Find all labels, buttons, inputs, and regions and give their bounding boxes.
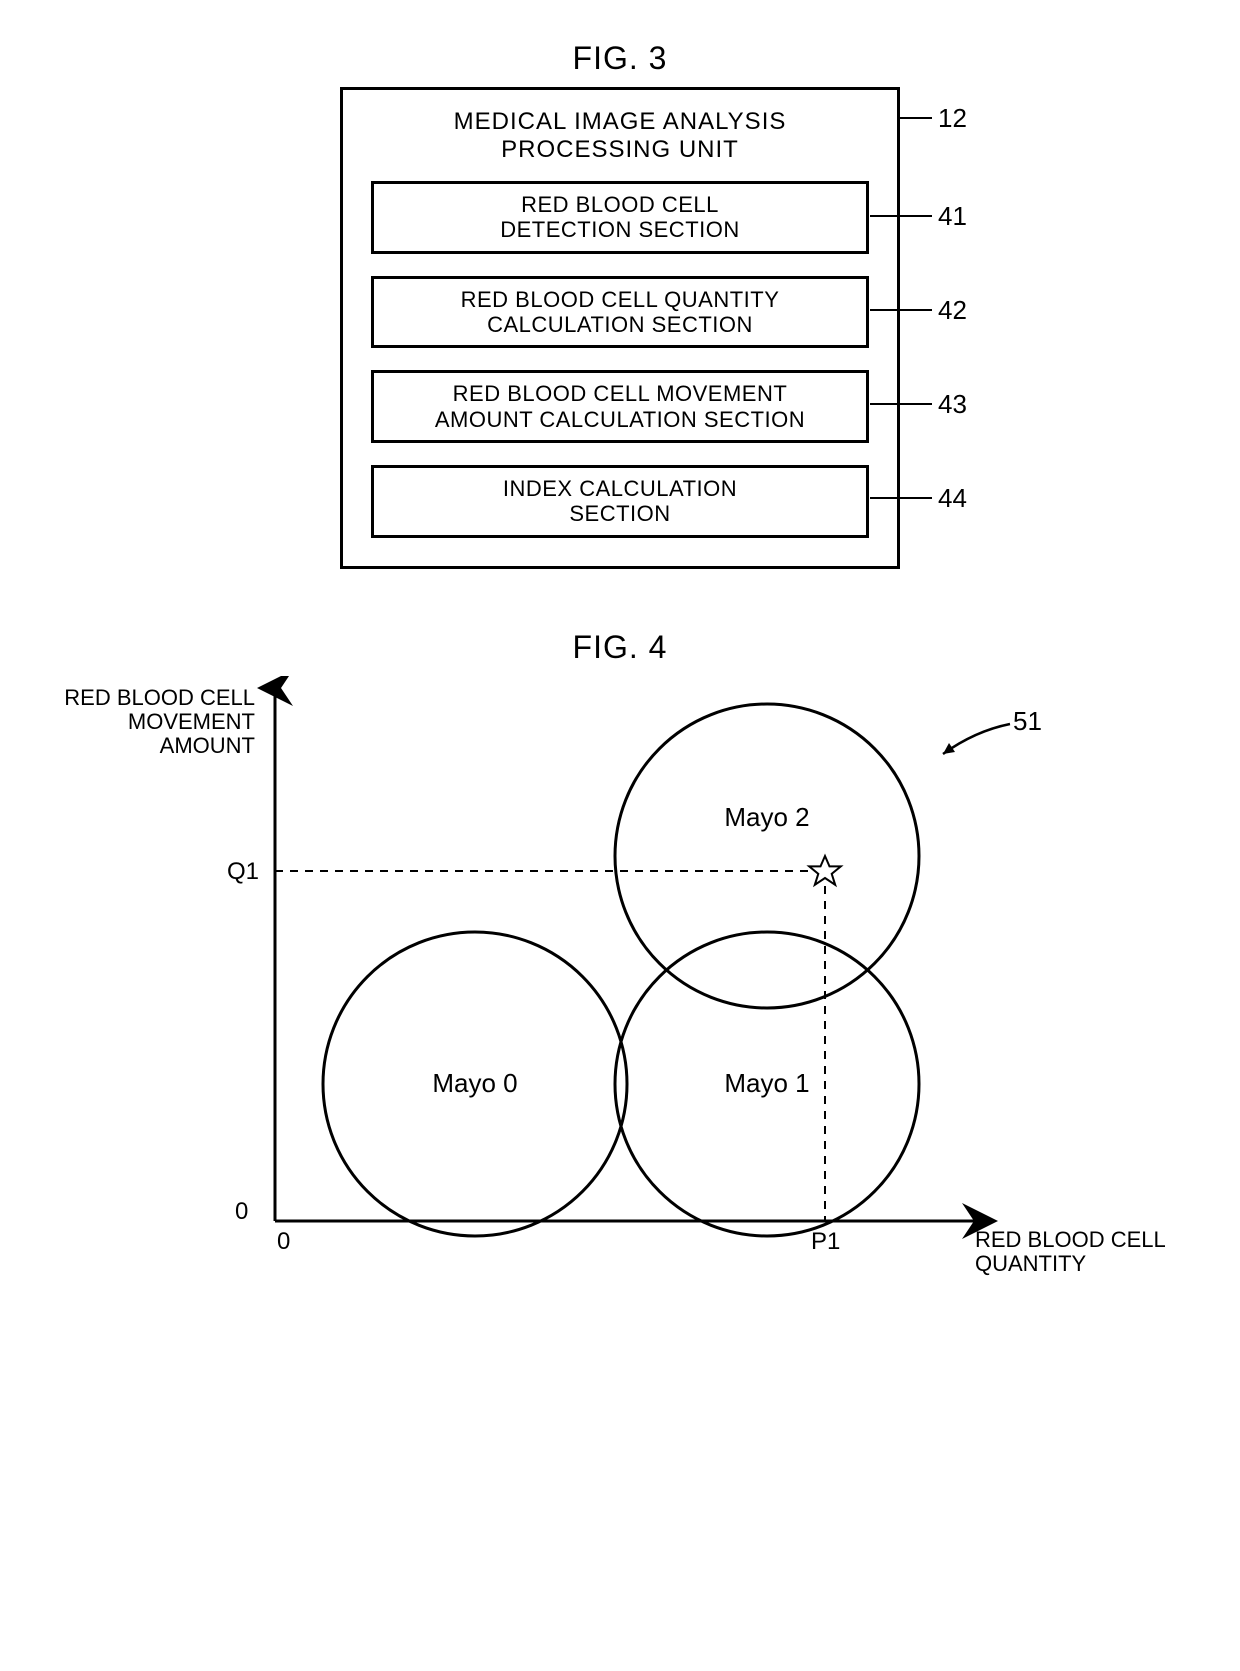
x-axis-label: RED BLOOD CELL QUANTITY xyxy=(975,1228,1195,1276)
lead-42 xyxy=(870,309,932,311)
ref-44: 44 xyxy=(938,483,967,514)
ref-43: 43 xyxy=(938,389,967,420)
section-44-box: INDEX CALCULATION SECTION xyxy=(371,465,869,538)
cluster-mayo2: Mayo 2 xyxy=(615,704,919,1008)
section-41-line2: DETECTION SECTION xyxy=(500,217,740,242)
ref-51: 51 xyxy=(1013,706,1042,737)
cluster-mayo1-label: Mayo 1 xyxy=(724,1068,809,1098)
section-43-line1: RED BLOOD CELL MOVEMENT xyxy=(453,381,788,406)
lead-43 xyxy=(870,403,932,405)
x-tick-p1: P1 xyxy=(811,1228,840,1256)
unit-title-line1: MEDICAL IMAGE ANALYSIS xyxy=(454,108,787,135)
cluster-mayo2-label: Mayo 2 xyxy=(724,802,809,832)
y-axis-label: RED BLOOD CELL MOVEMENT AMOUNT xyxy=(45,686,255,759)
ref-41: 41 xyxy=(938,201,967,232)
y-tick-q1: Q1 xyxy=(227,858,259,886)
fig3-diagram: MEDICAL IMAGE ANALYSIS PROCESSING UNIT R… xyxy=(340,87,900,569)
cluster-mayo0-label: Mayo 0 xyxy=(432,1068,517,1098)
section-42-box: RED BLOOD CELL QUANTITY CALCULATION SECT… xyxy=(371,276,869,349)
fig4-chart: RED BLOOD CELL MOVEMENT AMOUNT Q1 0 0 P1… xyxy=(95,676,1145,1296)
cluster-mayo1: Mayo 1 xyxy=(615,932,919,1236)
section-42-line1: RED BLOOD CELL QUANTITY xyxy=(461,287,780,312)
section-43-box: RED BLOOD CELL MOVEMENT AMOUNT CALCULATI… xyxy=(371,370,869,443)
lead-41 xyxy=(870,215,932,217)
section-44-line2: SECTION xyxy=(569,501,670,526)
figure-4-label: FIG. 4 xyxy=(40,629,1200,666)
unit-title-line2: PROCESSING UNIT xyxy=(501,136,739,163)
section-43-line2: AMOUNT CALCULATION SECTION xyxy=(435,407,805,432)
section-41-box: RED BLOOD CELL DETECTION SECTION xyxy=(371,181,869,254)
cluster-mayo0: Mayo 0 xyxy=(323,932,627,1236)
x-origin-label: 0 xyxy=(277,1228,290,1256)
figure-3-label: FIG. 3 xyxy=(40,40,1200,77)
section-44-line1: INDEX CALCULATION xyxy=(503,476,737,501)
section-42-line2: CALCULATION SECTION xyxy=(487,312,753,337)
lead-12 xyxy=(900,117,932,119)
processing-unit-box: MEDICAL IMAGE ANALYSIS PROCESSING UNIT R… xyxy=(340,87,900,569)
lead-44 xyxy=(870,497,932,499)
section-41-line1: RED BLOOD CELL xyxy=(521,192,719,217)
ref-42: 42 xyxy=(938,295,967,326)
chart-svg: Mayo 0 Mayo 1 Mayo 2 xyxy=(95,676,1145,1296)
processing-unit-title: MEDICAL IMAGE ANALYSIS PROCESSING UNIT xyxy=(371,108,869,163)
star-marker-icon xyxy=(809,856,841,885)
ref-12: 12 xyxy=(938,103,967,134)
y-origin-label: 0 xyxy=(235,1198,248,1226)
